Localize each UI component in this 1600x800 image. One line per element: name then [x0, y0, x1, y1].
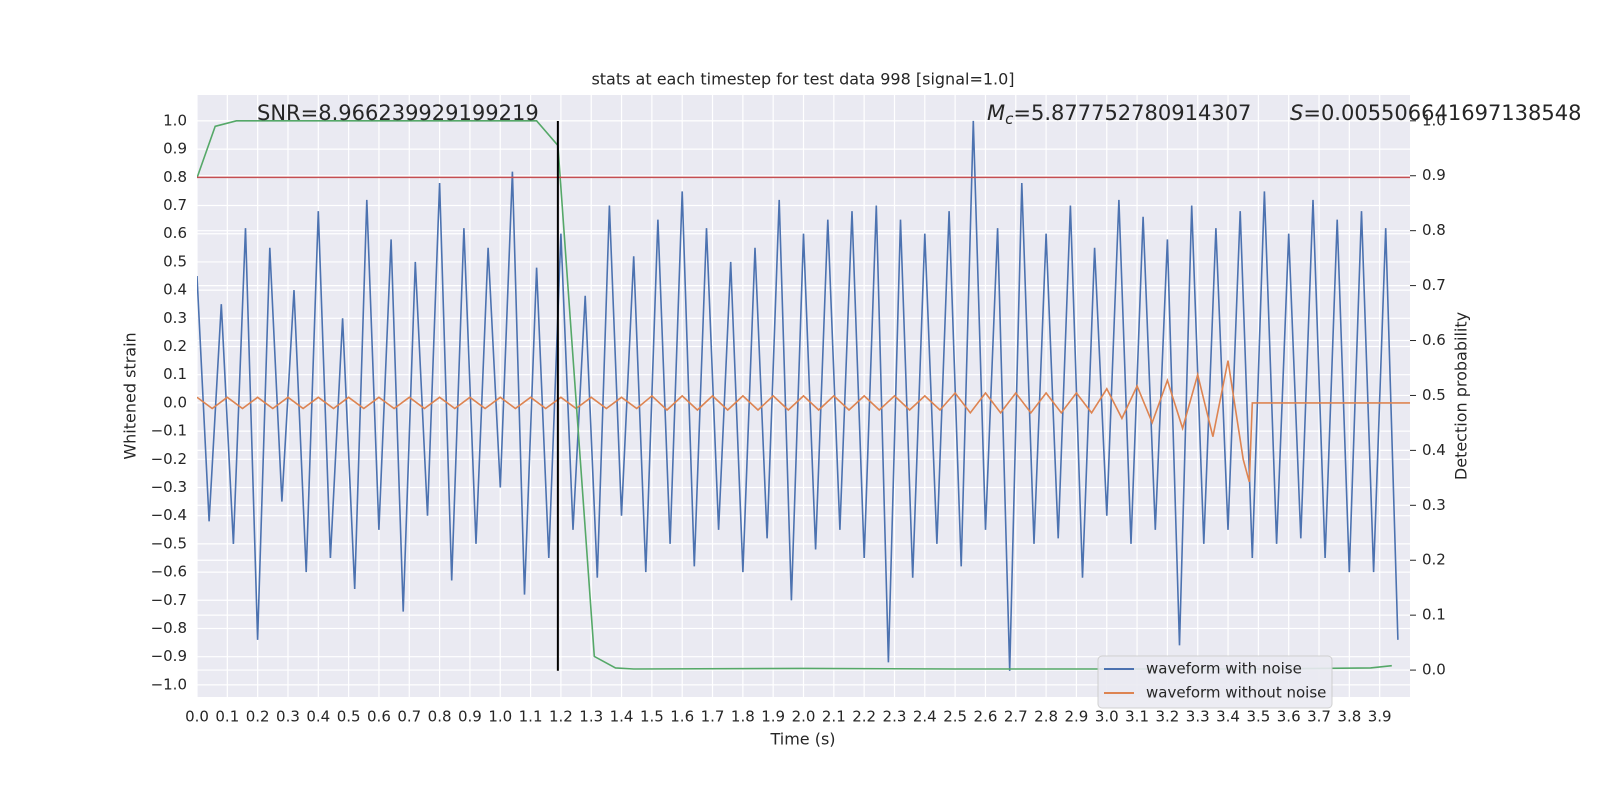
- y-tick-label: 0.7: [163, 196, 187, 214]
- x-tick-label: 1.0: [488, 708, 512, 726]
- y2-tick-label: 0.3: [1422, 496, 1446, 514]
- series-line: [197, 360, 1410, 483]
- y-tick-label: −0.9: [151, 647, 187, 665]
- x-tick-label: 1.5: [640, 708, 664, 726]
- x-tick-label: 1.8: [731, 708, 755, 726]
- x-tick-label: 1.7: [701, 708, 725, 726]
- annotation: Mc=5.877752780914307: [987, 101, 1251, 128]
- y-tick-label: −0.8: [151, 619, 187, 637]
- x-tick-label: 0.7: [397, 708, 421, 726]
- y2-tick-label: 0.0: [1422, 661, 1446, 679]
- y-tick-label: 0.1: [163, 365, 187, 383]
- y-tick-label: 0.2: [163, 337, 187, 355]
- y-tick-label: 0.5: [163, 252, 187, 270]
- y2-tick-label: 0.2: [1422, 551, 1446, 569]
- x-tick-label: 3.2: [1155, 708, 1179, 726]
- y2-tick-label: 0.5: [1422, 386, 1446, 404]
- x-tick-label: 2.4: [913, 708, 937, 726]
- x-tick-label: 0.9: [458, 708, 482, 726]
- x-tick-label: 1.2: [549, 708, 573, 726]
- x-tick-label: 0.1: [215, 708, 239, 726]
- x-tick-label: 3.8: [1337, 708, 1361, 726]
- legend-label: waveform with noise: [1146, 660, 1302, 678]
- x-tick-label: 0.8: [428, 708, 452, 726]
- annotation: S=0.005506641697138548: [1290, 101, 1581, 125]
- x-tick-label: 0.0: [185, 708, 209, 726]
- x-tick-label: 1.6: [670, 708, 694, 726]
- x-tick-label: 3.4: [1216, 708, 1240, 726]
- legend-label: waveform without noise: [1146, 684, 1326, 702]
- y-tick-label: −0.2: [151, 450, 187, 468]
- y2-tick-label: 1.0: [1422, 111, 1446, 129]
- annotation-text: =5.877752780914307: [1013, 101, 1251, 125]
- y-tick-label: −0.7: [151, 591, 187, 609]
- y2-tick-label: 0.8: [1422, 221, 1446, 239]
- x-tick-label: 3.5: [1246, 708, 1270, 726]
- y-tick-label: 0.0: [163, 393, 187, 411]
- x-tick-label: 1.3: [579, 708, 603, 726]
- y-tick-label: 0.9: [163, 140, 187, 158]
- x-tick-label: 0.6: [367, 708, 391, 726]
- x-tick-label: 2.5: [943, 708, 967, 726]
- y-tick-label: −0.5: [151, 534, 187, 552]
- y2-tick-label: 0.6: [1422, 331, 1446, 349]
- annotation-symbol: M: [987, 101, 1005, 125]
- x-tick-label: 0.5: [337, 708, 361, 726]
- y-tick-label: −0.4: [151, 506, 187, 524]
- y-tick-label: −0.6: [151, 563, 187, 581]
- x-tick-label: 1.1: [519, 708, 543, 726]
- chart-title: stats at each timestep for test data 998…: [591, 70, 1014, 89]
- y-tick-label: 1.0: [163, 111, 187, 129]
- x-tick-label: 0.4: [306, 708, 330, 726]
- x-tick-label: 2.3: [883, 708, 907, 726]
- annotation-symbol: S: [1290, 101, 1303, 125]
- x-tick-label: 3.7: [1307, 708, 1331, 726]
- x-tick-label: 2.0: [792, 708, 816, 726]
- x-tick-label: 2.9: [1064, 708, 1088, 726]
- x-axis-label: Time (s): [769, 730, 835, 749]
- y2-tick-label: 0.4: [1422, 441, 1446, 459]
- annotation-text: =0.005506641697138548: [1303, 101, 1581, 125]
- y-tick-label: 0.6: [163, 224, 187, 242]
- x-tick-label: 2.8: [1034, 708, 1058, 726]
- x-tick-label: 2.7: [1004, 708, 1028, 726]
- x-tick-label: 0.3: [276, 708, 300, 726]
- y-axis-label: Whitened strain: [121, 332, 140, 459]
- y2-tick-label: 0.7: [1422, 276, 1446, 294]
- annotation: SNR=8.966239929199219: [257, 101, 539, 125]
- y2-tick-label: 0.9: [1422, 166, 1446, 184]
- x-tick-label: 1.4: [610, 708, 634, 726]
- legend-box: [1097, 655, 1333, 709]
- x-tick-label: 0.2: [246, 708, 270, 726]
- x-tick-label: 3.3: [1186, 708, 1210, 726]
- annotation-text: SNR=8.966239929199219: [257, 101, 539, 125]
- x-tick-label: 2.6: [974, 708, 998, 726]
- x-tick-label: 3.6: [1277, 708, 1301, 726]
- y-tick-label: 0.3: [163, 309, 187, 327]
- y-tick-label: −0.3: [151, 478, 187, 496]
- y-tick-label: −1.0: [151, 675, 187, 693]
- x-tick-label: 3.0: [1095, 708, 1119, 726]
- y2-axis-label: Detection probability: [1452, 312, 1471, 480]
- x-tick-label: 2.2: [852, 708, 876, 726]
- x-tick-label: 3.1: [1125, 708, 1149, 726]
- y-tick-label: −0.1: [151, 422, 187, 440]
- x-tick-label: 3.9: [1368, 708, 1392, 726]
- y-tick-label: 0.8: [163, 168, 187, 186]
- y2-tick-label: 0.1: [1422, 606, 1446, 624]
- x-tick-label: 1.9: [761, 708, 785, 726]
- x-tick-label: 2.1: [822, 708, 846, 726]
- annotation-subscript: c: [1005, 110, 1014, 128]
- y-tick-label: 0.4: [163, 281, 187, 299]
